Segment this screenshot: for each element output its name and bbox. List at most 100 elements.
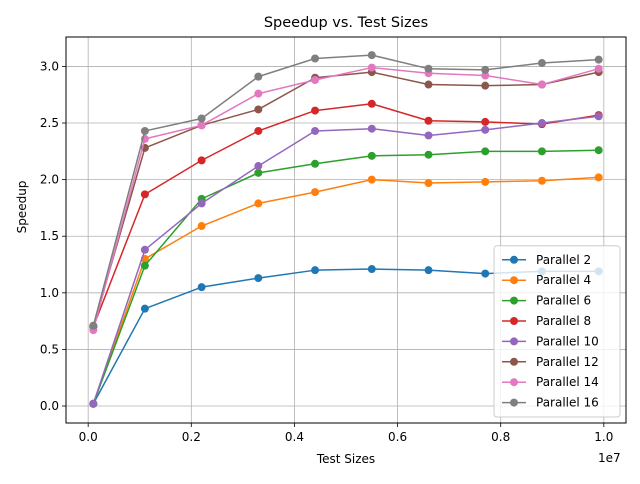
legend-label: Parallel 14 — [536, 375, 599, 389]
legend-label: Parallel 8 — [536, 314, 591, 328]
data-point — [594, 146, 603, 155]
legend-item: Parallel 8 — [502, 314, 591, 328]
y-tick-label: 1.0 — [40, 286, 59, 300]
data-point — [537, 80, 546, 89]
data-point — [89, 321, 98, 330]
data-point — [424, 150, 433, 159]
data-point — [537, 119, 546, 128]
data-point — [197, 222, 206, 231]
grid-lines — [66, 37, 626, 423]
data-point — [537, 59, 546, 68]
data-point — [424, 64, 433, 73]
data-point — [197, 199, 206, 208]
data-point — [89, 399, 98, 408]
legend-marker — [510, 276, 518, 285]
data-point — [481, 269, 490, 278]
legend-label: Parallel 12 — [536, 355, 599, 369]
data-point — [254, 274, 263, 283]
x-tick-label: 0.6 — [388, 430, 407, 444]
data-point — [424, 131, 433, 140]
x-tick-label: 1.0 — [594, 430, 613, 444]
legend: Parallel 2 Parallel 4 Parallel 6 Parallel 8… — [493, 245, 621, 418]
y-tick-label: 0.5 — [40, 342, 59, 356]
data-point — [197, 156, 206, 165]
data-point — [367, 265, 376, 274]
series-line — [92, 176, 599, 405]
y-tick-label: 0.0 — [40, 399, 59, 413]
data-point — [481, 125, 490, 134]
x-axis-label: Test Sizes — [316, 452, 375, 466]
series-2 — [89, 173, 603, 408]
legend-label: Parallel 16 — [536, 396, 599, 410]
data-point — [254, 126, 263, 135]
series-line — [92, 71, 599, 327]
data-point — [424, 266, 433, 275]
data-point — [140, 261, 149, 270]
series-7 — [89, 63, 603, 335]
legend-marker — [510, 317, 518, 325]
legend-box — [493, 245, 621, 418]
data-point — [481, 81, 490, 90]
series-line — [92, 115, 599, 404]
legend-item: Parallel 10 — [502, 334, 599, 348]
data-point — [254, 162, 263, 171]
chart-title: Speedup vs. Test Sizes — [264, 15, 428, 31]
data-point — [140, 190, 149, 199]
series-5 — [89, 112, 603, 408]
data-point — [367, 51, 376, 60]
data-point — [481, 71, 490, 80]
data-point — [537, 147, 546, 156]
data-point — [594, 173, 603, 182]
series-8 — [89, 51, 603, 330]
data-point — [311, 76, 320, 85]
data-point — [140, 245, 149, 254]
series-line — [92, 66, 599, 331]
data-point — [140, 126, 149, 135]
data-point — [254, 72, 263, 81]
series-line — [92, 149, 599, 405]
legend-marker — [510, 337, 518, 346]
data-point — [367, 99, 376, 108]
y-tick-label: 2.5 — [40, 116, 59, 130]
data-point — [367, 175, 376, 184]
x-axis-offset-label: 1e7 — [598, 451, 621, 465]
legend-label: Parallel 2 — [536, 253, 591, 267]
data-point — [594, 64, 603, 73]
data-point — [254, 199, 263, 208]
axis-ticks: 0.0 0.2 0.4 0.6 0.8 1.0 0.0 0.5 1.0 1.5 2.0 2.5 3.0 — [40, 59, 613, 444]
legend-marker — [510, 378, 518, 387]
legend-item: Parallel 4 — [502, 273, 591, 287]
data-point — [311, 159, 320, 168]
legend-marker — [510, 296, 518, 305]
data-point — [311, 54, 320, 63]
data-point — [197, 114, 206, 123]
data-point — [424, 80, 433, 89]
y-tick-label: 1.5 — [40, 229, 59, 243]
data-point — [311, 188, 320, 197]
data-point — [254, 105, 263, 114]
y-tick-label: 3.0 — [40, 59, 59, 73]
legend-label: Parallel 4 — [536, 273, 591, 287]
data-point — [367, 124, 376, 133]
data-point — [481, 65, 490, 74]
data-point — [197, 121, 206, 130]
data-point — [481, 177, 490, 186]
data-point — [311, 266, 320, 275]
legend-marker — [510, 398, 518, 407]
legend-item: Parallel 16 — [502, 396, 599, 410]
data-point — [367, 151, 376, 160]
data-point — [481, 147, 490, 156]
data-point — [424, 116, 433, 125]
data-point — [481, 117, 490, 126]
y-axis-label: Speedup — [15, 181, 29, 234]
y-tick-label: 2.0 — [40, 173, 59, 187]
legend-label: Parallel 10 — [536, 334, 599, 348]
legend-label: Parallel 6 — [536, 294, 591, 308]
legend-item: Parallel 2 — [502, 253, 591, 267]
data-point — [311, 126, 320, 135]
legend-item: Parallel 14 — [502, 375, 599, 389]
data-point — [367, 63, 376, 72]
series-line — [92, 103, 599, 328]
